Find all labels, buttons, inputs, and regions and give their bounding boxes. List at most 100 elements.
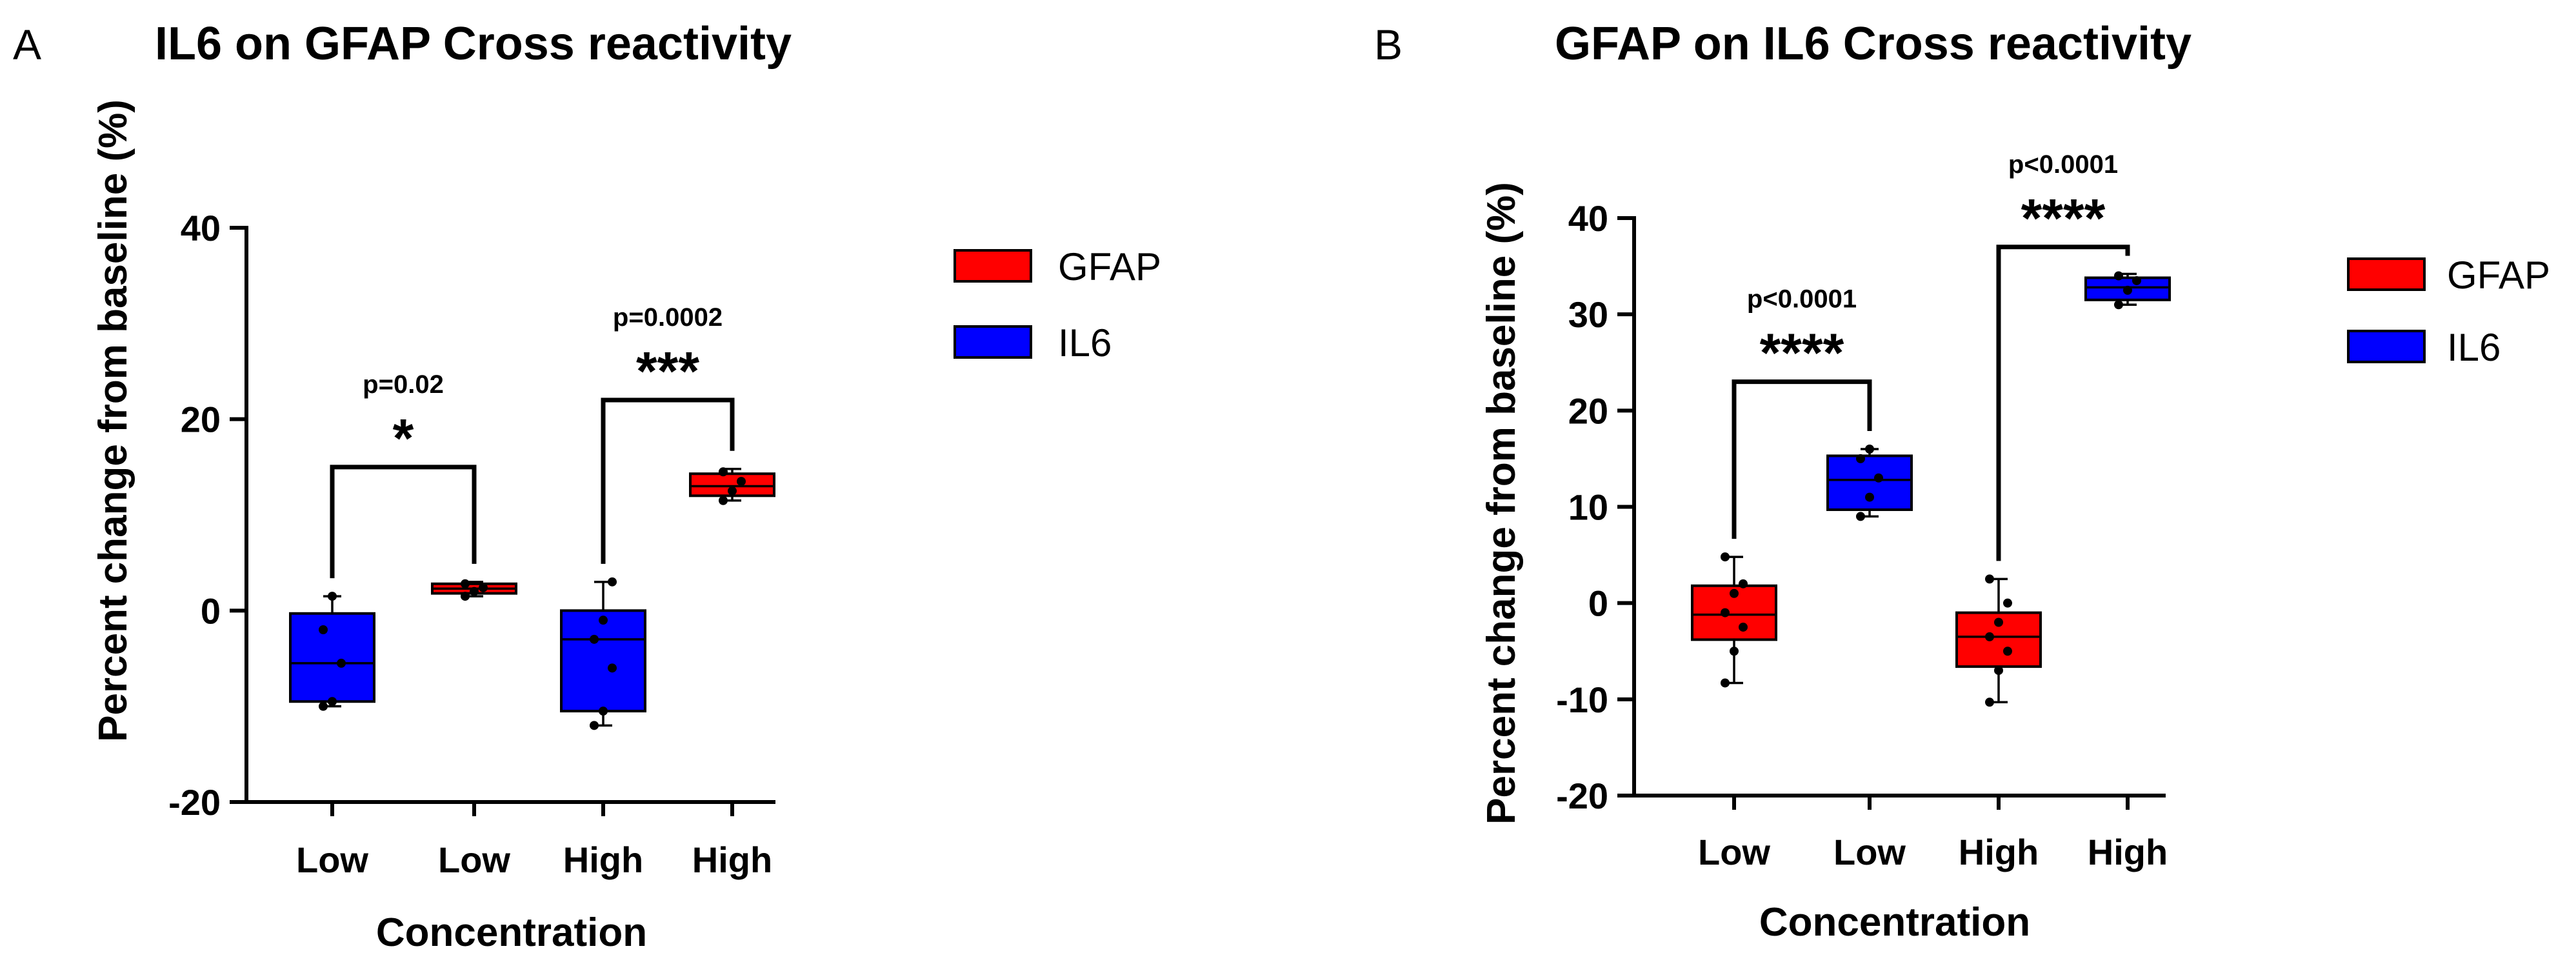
panel-b-y-ticks: -20 -10 0 10 20 30 40 xyxy=(1556,198,1634,816)
panel-a-category-label: High xyxy=(692,839,772,880)
panel-b-x-axis-label: Concentration xyxy=(1759,900,2030,945)
data-point xyxy=(1874,473,1883,483)
legend-swatch xyxy=(2347,257,2426,291)
data-point xyxy=(599,616,608,625)
data-point xyxy=(1985,697,1994,707)
data-point xyxy=(328,592,337,601)
panel-a-legend-item-il6: IL6 xyxy=(954,321,1112,365)
panel-b-y-tick-label: 30 xyxy=(1568,294,1608,335)
panel-b-box-gfap-low xyxy=(1691,552,1777,688)
data-point xyxy=(328,697,337,707)
data-point xyxy=(2123,285,2132,295)
panel-b-y-tick-label: -10 xyxy=(1556,679,1608,720)
panel-b-comparison-1: **** p<0.0001 xyxy=(1732,285,1872,539)
panel-b-box-il6-low xyxy=(1826,445,1913,521)
data-point xyxy=(1856,454,1865,463)
data-point xyxy=(1739,622,1748,632)
data-point xyxy=(2132,276,2141,285)
legend-label: IL6 xyxy=(2447,326,2501,369)
legend-label: GFAP xyxy=(2447,254,2550,297)
data-point xyxy=(1985,632,1994,641)
data-point xyxy=(1721,608,1730,617)
data-point xyxy=(2114,300,2123,310)
panel-a-comparison-1: * p=0.02 xyxy=(330,370,477,579)
box-iqr xyxy=(560,609,646,713)
significance-stars: **** xyxy=(2021,188,2106,248)
panel-a-box-il6-low xyxy=(289,592,375,711)
data-point xyxy=(470,587,479,596)
panel-b-legend-item-gfap: GFAP xyxy=(2347,254,2550,297)
legend-label: GFAP xyxy=(1058,245,1161,288)
data-point xyxy=(608,577,617,587)
legend-label: IL6 xyxy=(1058,321,1112,365)
significance-bracket xyxy=(601,397,735,564)
data-point xyxy=(719,496,728,505)
significance-bracket xyxy=(330,465,477,579)
panel-a: A IL6 on GFAP Cross reactivity Percent c… xyxy=(13,18,1161,953)
data-point xyxy=(1865,445,1874,454)
data-point xyxy=(1994,617,2003,627)
significance-stars: **** xyxy=(1760,323,1844,383)
data-point xyxy=(461,592,470,601)
data-point xyxy=(1721,552,1730,562)
legend-swatch xyxy=(2347,330,2426,363)
panel-a-box-gfap-high xyxy=(689,467,775,505)
significance-bracket xyxy=(1996,245,2130,561)
p-value-label: p<0.0001 xyxy=(2008,150,2118,179)
panel-a-boxes xyxy=(289,467,775,730)
panel-letter-b: B xyxy=(1374,21,1403,68)
p-value-label: p<0.0001 xyxy=(1747,285,1857,314)
panel-a-comparisons: * p=0.02 *** p=0.0002 xyxy=(330,303,735,579)
panel-b-y-tick-label: 0 xyxy=(1588,583,1608,624)
data-point xyxy=(2114,271,2123,281)
legend-swatch xyxy=(954,325,1032,359)
data-point xyxy=(319,625,328,634)
data-point xyxy=(728,486,737,496)
data-point xyxy=(1730,647,1739,656)
panel-letter-a: A xyxy=(13,21,41,68)
data-point xyxy=(590,721,599,730)
panel-b-category-label: High xyxy=(1959,832,2039,872)
data-point xyxy=(719,467,728,477)
data-point xyxy=(1985,574,1994,584)
panel-b-legend-item-il6: IL6 xyxy=(2347,326,2501,369)
data-point xyxy=(1865,492,1874,502)
data-point xyxy=(2003,647,2012,656)
p-value-label: p=0.02 xyxy=(363,370,444,399)
panel-b-category-label: Low xyxy=(1698,832,1770,872)
data-point xyxy=(590,634,599,644)
panel-b-title: GFAP on IL6 Cross reactivity xyxy=(1555,18,2192,70)
panel-b: B GFAP on IL6 Cross reactivity Percent c… xyxy=(1374,18,2550,945)
panel-a-category-label: Low xyxy=(438,839,510,880)
data-point xyxy=(2003,598,2012,608)
panel-b-category-label: High xyxy=(2088,832,2168,872)
panel-b-boxes xyxy=(1691,271,2171,707)
panel-a-comparison-2: *** p=0.0002 xyxy=(601,303,735,564)
panel-a-y-tick-label: 40 xyxy=(181,208,221,248)
panel-a-y-tick-label: -20 xyxy=(168,782,221,823)
panel-a-y-ticks: -20 0 20 40 xyxy=(168,208,246,823)
panel-a-title: IL6 on GFAP Cross reactivity xyxy=(155,18,792,70)
panel-b-comparisons: **** p<0.0001 **** p<0.0001 xyxy=(1732,150,2130,561)
panel-a-x-ticks: Low Low High High xyxy=(296,802,772,880)
panel-b-legend: GFAP IL6 xyxy=(2347,254,2550,369)
panel-a-x-axis-label: Concentration xyxy=(376,910,647,953)
panel-a-y-axis-label: Percent change from baseline (%) xyxy=(91,99,135,742)
panel-a-box-gfap-low xyxy=(431,579,517,601)
panel-a-category-label: High xyxy=(563,839,643,880)
data-point xyxy=(1994,666,2003,676)
data-point xyxy=(1730,588,1739,598)
p-value-label: p=0.0002 xyxy=(613,303,723,332)
panel-a-y-tick-label: 0 xyxy=(201,590,221,631)
panel-b-y-tick-label: 10 xyxy=(1568,487,1608,528)
significance-stars: *** xyxy=(636,341,699,401)
data-point xyxy=(461,579,470,588)
panel-b-y-axis-label: Percent change from baseline (%) xyxy=(1479,182,1524,825)
data-point xyxy=(608,663,617,673)
significance-bracket xyxy=(1732,379,1872,539)
panel-b-box-gfap-high xyxy=(1955,574,2042,707)
panel-a-legend: GFAP IL6 xyxy=(954,245,1161,365)
panel-b-y-tick-label: -20 xyxy=(1556,776,1608,816)
panel-a-box-il6-high xyxy=(560,577,646,730)
significance-stars: * xyxy=(393,408,414,468)
